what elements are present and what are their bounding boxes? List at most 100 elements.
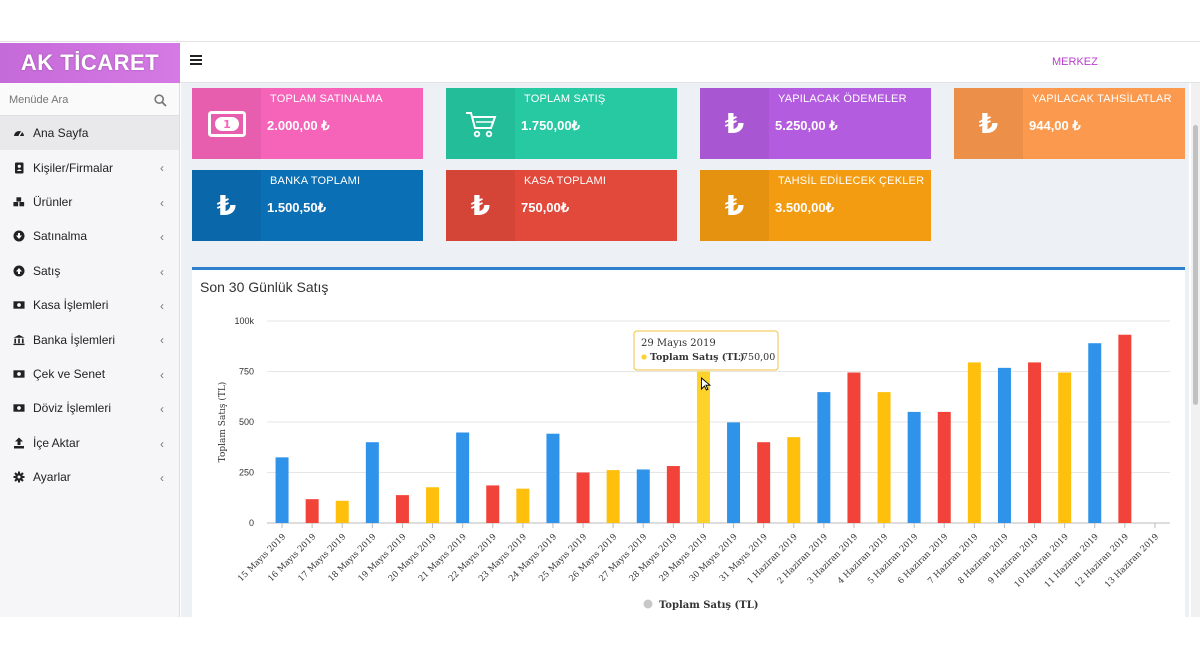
sidebar-item[interactable]: Kişiler/Firmalar ‹ bbox=[0, 150, 179, 184]
sidebar-item-label: Ana Sayfa bbox=[33, 126, 89, 141]
lira-icon: ₺ bbox=[700, 88, 769, 159]
chart-bar bbox=[606, 470, 620, 523]
card-title: TOPLAM SATIŞ bbox=[524, 93, 606, 105]
search-icon[interactable] bbox=[154, 92, 167, 111]
sidebar-item[interactable]: Ana Sayfa bbox=[0, 116, 179, 151]
app-logo[interactable]: AK TİCARET bbox=[0, 43, 180, 83]
sidebar: Ana SayfaKişiler/Firmalar‹Ürünler‹Satına… bbox=[0, 83, 180, 653]
sidebar-item-label: Kasa İşlemleri bbox=[33, 298, 109, 313]
sidebar-item-label: İçe Aktar bbox=[33, 435, 80, 450]
tooltip-series: Toplam Satış (TL) bbox=[650, 352, 745, 363]
chart-bar bbox=[817, 392, 831, 523]
sidebar-item[interactable]: Çek ve Senet ‹ bbox=[0, 357, 179, 391]
chart-tooltip bbox=[633, 330, 779, 371]
y-tick-label: 500 bbox=[239, 417, 254, 427]
chart-bar bbox=[365, 442, 379, 523]
chart-bar bbox=[275, 457, 289, 523]
x-tick-label: 13 Haziran 2019 bbox=[1103, 532, 1161, 590]
summary-card[interactable]: ₺ TAHSİL EDİLECEK ÇEKLER 3.500,00₺ bbox=[700, 170, 931, 241]
chart-bar bbox=[997, 367, 1011, 523]
lira-icon: ₺ bbox=[446, 170, 515, 241]
money-icon bbox=[13, 368, 25, 380]
chart-bar bbox=[335, 500, 349, 523]
chart-bar bbox=[1088, 343, 1102, 523]
sidebar-item-label: Ürünler bbox=[33, 194, 73, 209]
page-scrollbar[interactable] bbox=[1191, 83, 1200, 653]
y-tick-label: 250 bbox=[239, 468, 254, 478]
chart-bar bbox=[847, 372, 861, 523]
card-title: BANKA TOPLAMI bbox=[270, 175, 361, 187]
x-tick-label: 10 Haziran 2019 bbox=[1013, 532, 1071, 590]
sidebar-item[interactable]: İçe Aktar ‹ bbox=[0, 426, 179, 460]
chart-bar bbox=[1118, 334, 1132, 523]
money-icon bbox=[13, 402, 25, 414]
chevron-left-icon: ‹ bbox=[160, 230, 164, 245]
money-icon bbox=[13, 299, 25, 311]
chart-bar bbox=[516, 488, 530, 523]
dashboard-icon bbox=[13, 127, 25, 139]
lira-icon: ₺ bbox=[954, 88, 1023, 159]
arrow-up-circle-icon bbox=[13, 265, 25, 277]
chevron-left-icon: ‹ bbox=[160, 402, 164, 417]
chart-bar bbox=[456, 432, 470, 523]
summary-card[interactable]: ₺ YAPILACAK ÖDEMELER 5.250,00 ₺ bbox=[700, 88, 931, 159]
x-tick-label: 12 Haziran 2019 bbox=[1073, 532, 1131, 590]
chart-bar bbox=[967, 362, 981, 523]
branch-selector[interactable]: MERKEZ bbox=[1052, 56, 1098, 68]
summary-card[interactable]: ₺ YAPILACAK TAHSİLATLAR 944,00 ₺ bbox=[954, 88, 1185, 159]
card-title: TOPLAM SATINALMA bbox=[270, 93, 383, 105]
card-title: TAHSİL EDİLECEK ÇEKLER bbox=[778, 175, 925, 187]
card-value: 1.750,00₺ bbox=[521, 118, 580, 133]
hamburger-menu-icon[interactable] bbox=[190, 55, 202, 69]
chevron-left-icon: ‹ bbox=[160, 264, 164, 279]
chevron-left-icon: ‹ bbox=[160, 470, 164, 485]
chart-bar bbox=[757, 442, 771, 523]
chart-bar bbox=[576, 472, 590, 523]
sidebar-item-label: Ayarlar bbox=[33, 470, 71, 485]
chart-bar bbox=[426, 487, 440, 523]
gear-icon bbox=[13, 471, 25, 483]
y-axis-label: Toplam Satış (TL) bbox=[217, 382, 228, 463]
card-value: 3.500,00₺ bbox=[775, 200, 834, 215]
summary-card[interactable]: TOPLAM SATIŞ 1.750,00₺ bbox=[446, 88, 677, 159]
lira-icon: ₺ bbox=[700, 170, 769, 241]
chevron-left-icon: ‹ bbox=[160, 298, 164, 313]
chevron-left-icon: ‹ bbox=[160, 161, 164, 176]
chart-bar bbox=[727, 422, 741, 523]
chart-bar bbox=[787, 437, 801, 523]
sidebar-item[interactable]: Satış ‹ bbox=[0, 254, 179, 288]
sidebar-item[interactable]: Ürünler ‹ bbox=[0, 185, 179, 219]
sales-chart-panel: Son 30 Günlük Satış 0 250 500 750 100k Toplam… bbox=[192, 267, 1185, 617]
summary-card[interactable]: 1 TOPLAM SATINALMA 2.000,00 ₺ bbox=[192, 88, 423, 159]
summary-card[interactable]: ₺ KASA TOPLAMI 750,00₺ bbox=[446, 170, 677, 241]
chart-bar bbox=[395, 495, 409, 523]
chart-bar bbox=[937, 411, 951, 523]
browser-top-band bbox=[0, 0, 1200, 42]
legend-marker bbox=[643, 599, 653, 609]
card-value: 5.250,00 ₺ bbox=[775, 118, 838, 133]
chart-bar bbox=[907, 411, 921, 523]
sidebar-item-label: Döviz İşlemleri bbox=[33, 401, 112, 416]
mouse-cursor-icon bbox=[701, 377, 712, 391]
card-title: KASA TOPLAMI bbox=[524, 175, 607, 187]
sidebar-item[interactable]: Banka İşlemleri ‹ bbox=[0, 322, 179, 356]
scrollbar-thumb[interactable] bbox=[1193, 125, 1198, 405]
tooltip-value: 750,00 bbox=[742, 352, 775, 363]
y-tick-label: 750 bbox=[239, 367, 254, 377]
svg-text:1: 1 bbox=[223, 118, 231, 131]
sidebar-item[interactable]: Satınalma ‹ bbox=[0, 219, 179, 253]
summary-card[interactable]: ₺ BANKA TOPLAMI 1.500,50₺ bbox=[192, 170, 423, 241]
bank-icon bbox=[13, 334, 25, 346]
sidebar-item[interactable]: Kasa İşlemleri ‹ bbox=[0, 288, 179, 322]
chart-bar bbox=[696, 371, 710, 523]
chart-bar bbox=[1028, 362, 1042, 523]
sidebar-item[interactable]: Ayarlar ‹ bbox=[0, 460, 179, 494]
card-value: 750,00₺ bbox=[521, 200, 570, 215]
sidebar-item[interactable]: Döviz İşlemleri ‹ bbox=[0, 391, 179, 425]
sidebar-item-label: Çek ve Senet bbox=[33, 366, 106, 381]
menu-search-input[interactable] bbox=[0, 83, 140, 116]
chevron-left-icon: ‹ bbox=[160, 333, 164, 348]
card-value: 1.500,50₺ bbox=[267, 200, 326, 215]
chevron-left-icon: ‹ bbox=[160, 367, 164, 382]
cart-icon bbox=[446, 88, 515, 159]
